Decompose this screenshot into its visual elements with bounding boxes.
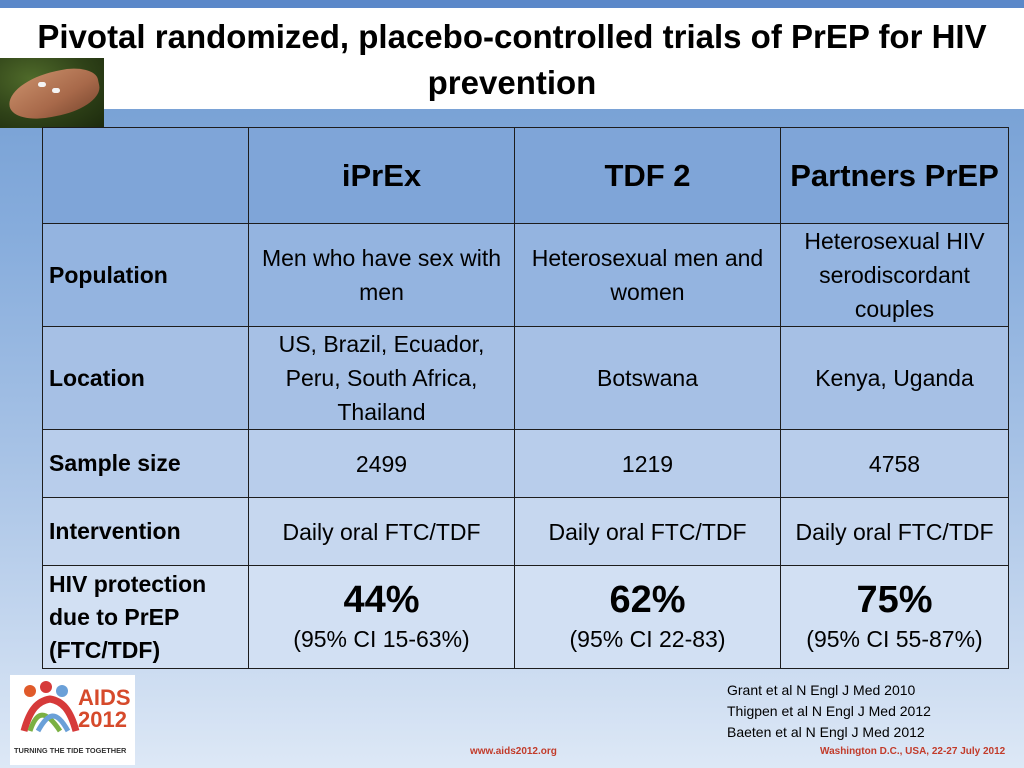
table-row: Population Men who have sex with men Het… (42, 223, 1009, 327)
table-row: Intervention Daily oral FTC/TDF Daily or… (42, 497, 1009, 566)
hand-shape (4, 62, 104, 126)
confidence-interval: (95% CI 55-87%) (806, 626, 983, 652)
header-iprex: iPrEx (248, 127, 515, 224)
svg-text:TURNING THE TIDE TOGETHER: TURNING THE TIDE TOGETHER (14, 746, 127, 755)
confidence-interval: (95% CI 22-83) (569, 626, 726, 652)
hand-with-pills-photo (0, 58, 104, 128)
logo-tagline: TURNING THE TIDE TOGETHER (14, 746, 127, 755)
table-row: Location US, Brazil, Ecuador, Peru, Sout… (42, 326, 1009, 430)
trials-table: iPrEx TDF 2 Partners PrEP Population Men… (42, 127, 1009, 669)
pill-shape (38, 82, 46, 87)
footer-venue: Washington D.C., USA, 22-27 July 2012 (820, 746, 1006, 757)
table-cell: Botswana (514, 326, 781, 430)
logo-wordmark: AIDS 2012 (78, 685, 130, 731)
references: Grant et al N Engl J Med 2010 Thigpen et… (727, 680, 931, 743)
reference-item: Baeten et al N Engl J Med 2012 (727, 724, 925, 740)
header-partners-prep: Partners PrEP (780, 127, 1009, 224)
pill-shape (52, 88, 60, 93)
table-cell: 44% (95% CI 15-63%) (248, 565, 515, 669)
svg-text:2012: 2012 (78, 707, 127, 731)
table-cell: 62% (95% CI 22-83) (514, 565, 781, 669)
row-label-intervention: Intervention (42, 497, 249, 566)
table-cell: Daily oral FTC/TDF (514, 497, 781, 566)
table-cell: 1219 (514, 429, 781, 498)
header-empty-cell (42, 127, 249, 224)
table-cell: Daily oral FTC/TDF (248, 497, 515, 566)
reference-item: Thigpen et al N Engl J Med 2012 (727, 703, 931, 719)
table-cell: Kenya, Uganda (780, 326, 1009, 430)
reference-item: Grant et al N Engl J Med 2010 (727, 682, 916, 698)
footer-url[interactable]: www.aids2012.org (470, 746, 557, 757)
table-header-row: iPrEx TDF 2 Partners PrEP (42, 127, 1009, 224)
table-cell: 2499 (248, 429, 515, 498)
table-row: HIV protection due to PrEP (FTC/TDF) 44%… (42, 565, 1009, 669)
confidence-interval: (95% CI 15-63%) (293, 626, 470, 652)
table-cell: 4758 (780, 429, 1009, 498)
protection-value: 44% (343, 579, 420, 621)
table-cell: US, Brazil, Ecuador, Peru, South Africa,… (248, 326, 515, 430)
protection-value: 75% (856, 579, 933, 621)
table-cell: Men who have sex with men (248, 223, 515, 327)
table-cell: Heterosexual HIV serodiscordant couples (780, 223, 1009, 327)
protection-value: 62% (609, 579, 686, 621)
row-label-population: Population (42, 223, 249, 327)
table-row: Sample size 2499 1219 4758 (42, 429, 1009, 498)
row-label-location: Location (42, 326, 249, 430)
table-cell: Heterosexual men and women (514, 223, 781, 327)
table-cell: 75% (95% CI 55-87%) (780, 565, 1009, 669)
aids-2012-logo: AIDS 2012 TURNING THE TIDE TOGETHER (10, 675, 135, 765)
slide-title: Pivotal randomized, placebo-controlled t… (37, 18, 987, 101)
table-cell: Daily oral FTC/TDF (780, 497, 1009, 566)
row-label-hiv-protection: HIV protection due to PrEP (FTC/TDF) (42, 565, 249, 669)
top-accent-bar (0, 0, 1024, 8)
row-label-sample-size: Sample size (42, 429, 249, 498)
title-band (0, 8, 1024, 109)
header-tdf2: TDF 2 (514, 127, 781, 224)
ribbon-people-icon (20, 681, 80, 733)
svg-text:AIDS: AIDS (78, 685, 130, 710)
